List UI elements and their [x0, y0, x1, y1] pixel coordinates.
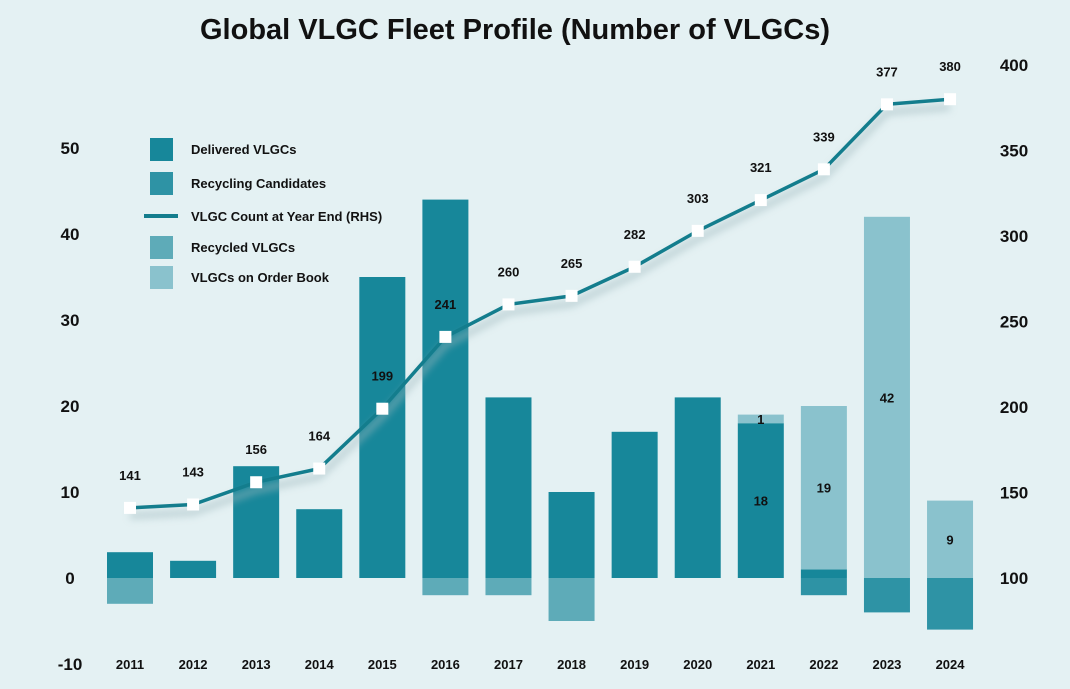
bar-recycled-vlgcs-2018: [548, 578, 595, 621]
x-tick: 2017: [494, 657, 523, 672]
legend-swatch-line: [144, 214, 178, 218]
line-marker-2020: [691, 224, 704, 237]
bar-delivered-vlgcs-2022: [800, 569, 847, 578]
legend-swatch: [150, 138, 173, 161]
line-label-2022: 339: [813, 129, 835, 144]
y-right-tick: 300: [1000, 227, 1028, 246]
legend-label: VLGCs on Order Book: [191, 270, 330, 285]
x-tick: 2011: [116, 657, 144, 672]
legend-swatch: [150, 266, 173, 289]
legend-label: VLGC Count at Year End (RHS): [191, 209, 382, 224]
line-marker-2015: [376, 402, 389, 415]
legend-label: Recycled VLGCs: [191, 240, 295, 255]
line-label-2018: 265: [561, 256, 583, 271]
x-tick: 2018: [557, 657, 586, 672]
bar-recycled-vlgcs-2017: [485, 578, 532, 596]
line-marker-2018: [565, 289, 578, 302]
line-label-2011: 141: [119, 468, 141, 483]
legend-swatch: [150, 172, 173, 195]
x-tick: 2012: [179, 657, 208, 672]
y-right-tick: 250: [1000, 313, 1028, 332]
bar-label-2023: 42: [880, 390, 894, 405]
bar-delivered-vlgcs-2020: [674, 397, 721, 578]
bar-vlgcs-on-order-book-2021: [737, 414, 784, 424]
x-tick: 2015: [368, 657, 397, 672]
bar-delivered-vlgcs-2014: [296, 509, 343, 578]
line-marker-2022: [817, 163, 830, 176]
bar-recycled-vlgcs-2011: [107, 578, 153, 604]
y-right-tick: 100: [1000, 569, 1028, 588]
bar-recycling-candidates-2022: [800, 578, 847, 596]
bar-label-2022: 19: [817, 481, 831, 496]
line-marker-2013: [250, 476, 263, 489]
line-marker-2023: [880, 98, 893, 111]
x-tick: 2019: [620, 657, 649, 672]
y-left-tick: 0: [65, 569, 74, 588]
line-label-2014: 164: [308, 429, 330, 444]
x-tick: 2013: [242, 657, 271, 672]
line-marker-2012: [187, 498, 200, 511]
y-left-tick: 10: [61, 483, 80, 502]
bar-label-2021: 18: [754, 494, 768, 509]
line-label-2015: 199: [371, 369, 393, 384]
bar-delivered-vlgcs-2016: [422, 199, 469, 578]
y-left-tick: 50: [61, 139, 80, 158]
line-label-2016: 241: [435, 297, 457, 312]
bar-delivered-vlgcs-2021: [737, 423, 784, 578]
y-right-tick: 150: [1000, 484, 1028, 503]
x-tick: 2021: [746, 657, 775, 672]
line-marker-2024: [944, 93, 957, 106]
line-marker-2011: [124, 501, 136, 514]
line-label-2013: 156: [245, 442, 267, 457]
line-label-2017: 260: [498, 264, 520, 279]
y-left-tick: -10: [58, 655, 83, 674]
bar-delivered-vlgcs-2011: [107, 552, 153, 578]
line-label-2023: 377: [876, 64, 898, 79]
line-marker-2016: [439, 330, 452, 343]
bar-recycling-candidates-2024: [927, 578, 974, 630]
line-marker-2014: [313, 462, 326, 475]
y-left-tick: 40: [61, 225, 80, 244]
bar-delivered-vlgcs-2019: [611, 431, 658, 578]
bar-delivered-vlgcs-2017: [485, 397, 532, 578]
line-label-2020: 303: [687, 191, 709, 206]
legend-swatch: [150, 236, 173, 259]
line-label-2019: 282: [624, 227, 646, 242]
bar-vlgcs-on-order-book-2024: [927, 500, 974, 578]
bar-recycling-candidates-2023: [863, 578, 910, 613]
bar-label-2024: 9: [946, 532, 953, 547]
x-tick: 2023: [872, 657, 901, 672]
chart-title: Global VLGC Fleet Profile (Number of VLG…: [200, 14, 830, 46]
line-shadow: [129, 104, 951, 519]
bar-recycled-vlgcs-2016: [422, 578, 469, 596]
bar-delivered-vlgcs-2015: [359, 277, 406, 578]
line-label-2024: 380: [939, 59, 961, 74]
x-tick: 2022: [809, 657, 838, 672]
bar-delivered-vlgcs-2018: [548, 492, 595, 578]
line-label-2012: 143: [182, 464, 204, 479]
x-tick: 2016: [431, 657, 460, 672]
bar-vlgcs-on-order-book-2022: [800, 406, 847, 570]
vlgc-count-line: [129, 97, 951, 510]
x-tick: 2014: [305, 657, 335, 672]
bar-vlgcs-on-order-book-2023: [863, 216, 910, 579]
line-marker-2021: [754, 194, 767, 207]
line-label-2021: 321: [750, 160, 772, 175]
bar-delivered-vlgcs-2012: [170, 560, 217, 578]
x-tick: 2020: [683, 657, 712, 672]
y-left-tick: 20: [61, 397, 80, 416]
line-marker-2017: [502, 298, 515, 311]
legend-label: Recycling Candidates: [191, 176, 326, 191]
y-right-tick: 200: [1000, 398, 1028, 417]
y-right-tick: 400: [1000, 56, 1028, 75]
x-tick: 2024: [936, 657, 966, 672]
line-marker-2019: [628, 260, 641, 273]
y-left-tick: 30: [61, 311, 80, 330]
y-right-tick: 350: [1000, 142, 1028, 161]
legend-label: Delivered VLGCs: [191, 142, 297, 157]
bar-label-2021: 1: [757, 412, 764, 427]
